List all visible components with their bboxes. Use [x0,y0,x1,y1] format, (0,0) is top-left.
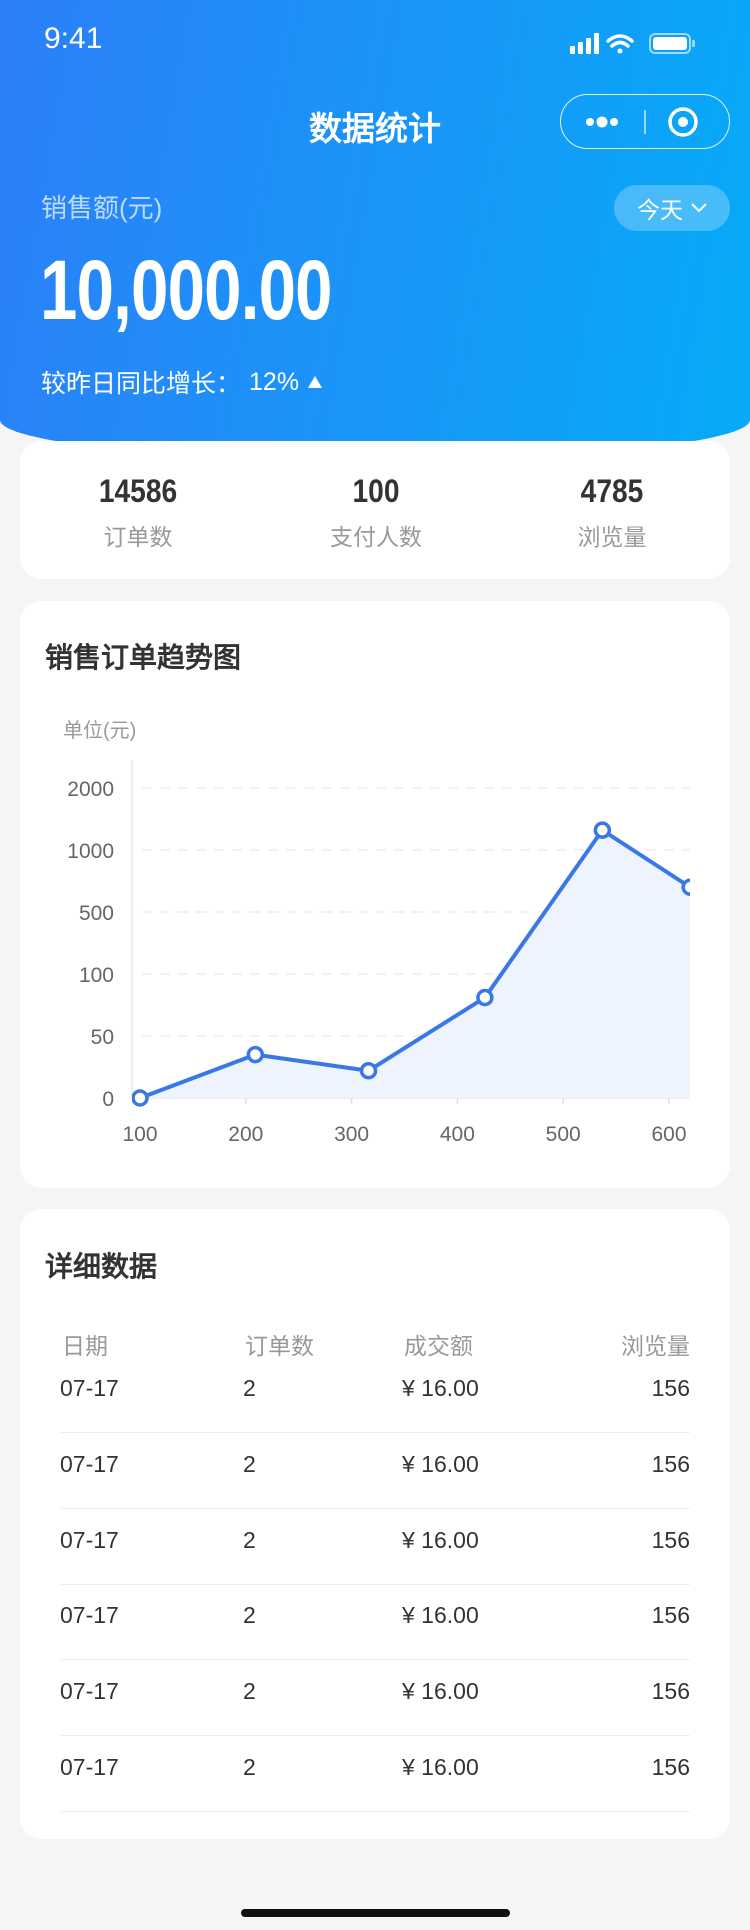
y-tick-label: 50 [91,1026,114,1049]
cell-views: 156 [651,1678,690,1705]
stats-card: 14586 订单数 100 支付人数 4785 浏览量 [20,441,730,579]
x-tick-label: 200 [228,1123,263,1146]
x-tick-label: 400 [440,1123,475,1146]
series-line [139,828,690,1100]
cell-orders: 2 [243,1450,256,1477]
cell-orders: 2 [243,1754,256,1780]
data-point [476,988,494,1007]
status-time: 9:41 [44,22,103,55]
x-tick-label: 600 [651,1123,686,1146]
more-icon[interactable] [586,116,618,128]
chart-card: 销售订单趋势图 单位(元) 0 50 100 500 1000 2000 100 200 300… [20,601,730,1188]
cell-date: 07-17 [60,1602,119,1629]
cell-date: 07-17 [60,1678,119,1705]
data-point [593,821,612,839]
table-row: 07-17 2 ¥ 16.00 156 [60,1660,690,1737]
cell-views: 156 [651,1754,690,1780]
detail-table-card: 详细数据 日期 订单数 成交额 浏览量 07-17 2 ¥ 16.00 156 07-1… [20,1209,730,1839]
cell-date: 07-17 [60,1375,119,1401]
battery-icon [649,33,695,54]
data-point [359,1061,378,1080]
stat-value: 14586 [98,473,178,509]
stat-payers: 100 支付人数 [276,473,476,552]
page-title: 数据统计 [309,110,441,147]
close-target-icon[interactable] [668,107,698,137]
y-axis-unit: 单位(元) [63,720,137,742]
header-date: 日期 [62,1333,108,1359]
cell-orders: 2 [243,1678,256,1705]
header-orders: 订单数 [245,1333,314,1359]
stat-value: 4785 [580,473,644,509]
y-tick-label: 500 [79,902,114,925]
cell-orders: 2 [243,1375,256,1401]
cell-views: 156 [651,1450,690,1477]
series-area [140,830,690,1098]
table-row: 07-17 2 ¥ 16.00 156 [60,1736,690,1812]
y-tick-label: 2000 [67,778,114,801]
chevron-down-icon [691,203,707,213]
signal-icon [570,33,599,54]
sales-amount: 10,000.00 [40,243,333,337]
cell-amount: ¥ 16.00 [402,1526,479,1553]
x-tick-label: 500 [546,1123,581,1146]
trend-chart: 0 50 100 500 1000 2000 100 200 300 400 500 600 [67,760,690,1146]
stat-label: 支付人数 [330,524,422,550]
cell-date: 07-17 [60,1526,119,1553]
stat-value: 100 [352,473,400,509]
series-group [132,821,690,1107]
growth-value: 12% [249,367,300,396]
table-row: 07-17 2 ¥ 16.00 156 [60,1509,690,1585]
cell-orders: 2 [243,1526,256,1553]
wifi-icon [606,34,634,54]
table-title: 详细数据 [45,1251,158,1282]
x-tick-label: 300 [334,1123,369,1146]
stat-label: 订单数 [103,524,173,550]
chart-title: 销售订单趋势图 [45,642,242,673]
cell-amount: ¥ 16.00 [402,1602,479,1629]
cell-amount: ¥ 16.00 [402,1450,479,1477]
cell-date: 07-17 [60,1450,119,1477]
growth-info: 较昨日同比增长： 12% [41,364,323,400]
table-row: 07-17 2 ¥ 16.00 156 [60,1357,690,1433]
y-tick-label: 100 [79,964,114,987]
table-row: 07-17 2 ¥ 16.00 156 [60,1433,690,1509]
table-row: 07-17 2 ¥ 16.00 156 [60,1584,690,1661]
cell-orders: 2 [243,1602,256,1629]
data-point [246,1045,265,1064]
cell-views: 156 [651,1526,690,1553]
sales-label: 销售额(元) [41,193,163,223]
mini-program-capsule [560,94,730,149]
y-tick-label: 1000 [67,840,114,863]
status-icons [570,33,695,54]
data-point [132,1089,149,1107]
data-point [681,878,690,896]
cell-views: 156 [651,1375,690,1401]
x-tick-label: 100 [122,1123,157,1146]
header-views: 浏览量 [621,1333,690,1359]
home-indicator [241,1909,510,1917]
cell-amount: ¥ 16.00 [402,1678,479,1705]
stat-orders: 14586 订单数 [38,473,238,552]
up-triangle-icon [308,376,323,388]
period-select[interactable]: 今天 [614,185,730,231]
y-tick-label: 0 [102,1088,114,1111]
header-background [0,0,750,460]
stat-views: 4785 浏览量 [512,473,712,552]
growth-label: 较昨日同比增长： [41,370,242,398]
cell-date: 07-17 [60,1754,119,1780]
period-value: 今天 [637,197,683,223]
cell-views: 156 [651,1602,690,1629]
cell-amount: ¥ 16.00 [402,1754,479,1780]
header-amount: 成交额 [404,1333,473,1359]
cell-amount: ¥ 16.00 [402,1375,479,1401]
stat-label: 浏览量 [577,524,647,550]
